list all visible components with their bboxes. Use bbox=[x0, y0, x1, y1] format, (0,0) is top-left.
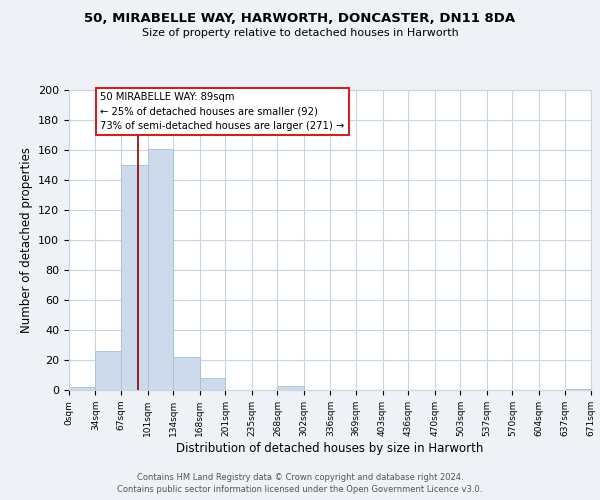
Bar bbox=[121, 165, 148, 390]
Text: Size of property relative to detached houses in Harworth: Size of property relative to detached ho… bbox=[142, 28, 458, 38]
Bar bbox=[95, 351, 121, 390]
Bar bbox=[565, 388, 591, 390]
Bar bbox=[277, 386, 304, 390]
Y-axis label: Number of detached properties: Number of detached properties bbox=[20, 147, 32, 333]
Bar bbox=[148, 148, 173, 390]
X-axis label: Distribution of detached houses by size in Harworth: Distribution of detached houses by size … bbox=[176, 442, 484, 454]
Bar bbox=[173, 357, 200, 390]
Text: Contains public sector information licensed under the Open Government Licence v3: Contains public sector information licen… bbox=[118, 485, 482, 494]
Bar bbox=[200, 378, 226, 390]
Text: 50 MIRABELLE WAY: 89sqm
← 25% of detached houses are smaller (92)
73% of semi-de: 50 MIRABELLE WAY: 89sqm ← 25% of detache… bbox=[100, 92, 344, 131]
Bar bbox=[69, 387, 95, 390]
Text: 50, MIRABELLE WAY, HARWORTH, DONCASTER, DN11 8DA: 50, MIRABELLE WAY, HARWORTH, DONCASTER, … bbox=[85, 12, 515, 26]
Text: Contains HM Land Registry data © Crown copyright and database right 2024.: Contains HM Land Registry data © Crown c… bbox=[137, 472, 463, 482]
